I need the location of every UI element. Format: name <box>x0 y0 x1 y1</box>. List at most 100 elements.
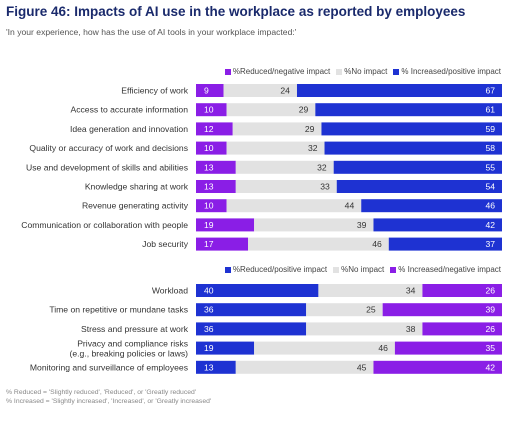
bar-segment <box>196 284 319 297</box>
category-label: Use and development of skills and abilit… <box>26 162 188 172</box>
bar-segment <box>235 160 334 174</box>
legend-item: %No impact <box>336 67 387 76</box>
bar-value-label: 13 <box>204 362 214 372</box>
category-label: Job security <box>142 239 189 249</box>
bar-value-label: 19 <box>204 220 214 230</box>
bar-value-label: 32 <box>317 162 327 172</box>
bar-segment <box>196 341 255 355</box>
bar-segment <box>382 303 502 317</box>
bar-value-label: 9 <box>204 86 209 96</box>
bar-segment <box>196 360 236 374</box>
legend-swatch <box>224 68 231 75</box>
bar-value-label: 26 <box>485 286 495 296</box>
bar-value-label: 46 <box>372 239 382 249</box>
bar-segment <box>373 218 502 232</box>
category-label: Stress and pressure at work <box>81 324 189 334</box>
bar-segment <box>333 160 502 174</box>
bar-value-label: 13 <box>204 182 214 192</box>
legend-swatch <box>393 68 400 75</box>
bar-segment <box>226 199 362 213</box>
legend-item: %Reduced/negative impact <box>224 67 331 76</box>
bar-segment <box>254 218 374 232</box>
bar-segment <box>196 141 227 155</box>
bar-segment <box>388 237 502 251</box>
category-label: Knowledge sharing at work <box>85 182 189 192</box>
bar-value-label: 42 <box>485 220 495 230</box>
bar-segment <box>196 303 307 317</box>
legend-label: % Increased/positive impact <box>401 67 501 76</box>
bar-segment <box>196 218 255 232</box>
category-label: Communication or collaboration with peop… <box>21 220 188 230</box>
bar-value-label: 44 <box>345 201 355 211</box>
bar-value-label: 29 <box>305 124 315 134</box>
bar-value-label: 58 <box>485 143 495 153</box>
bar-value-label: 25 <box>366 305 376 315</box>
bar-segment <box>196 180 236 193</box>
bar-value-label: 10 <box>204 105 214 115</box>
bar-value-label: 24 <box>280 86 290 96</box>
bar-segment <box>422 322 502 336</box>
category-label: Monitoring and surveillance of employees <box>30 362 188 372</box>
legend-label: %No impact <box>344 67 388 76</box>
bar-value-label: 61 <box>485 105 495 115</box>
legend-item: %No impact <box>333 265 384 274</box>
bar-segment <box>196 237 249 251</box>
bar-value-label: 46 <box>485 201 495 211</box>
bar-value-label: 13 <box>204 162 214 172</box>
footnote-increased: % Increased = 'Slightly increased', 'Inc… <box>6 398 212 405</box>
bar-value-label: 36 <box>204 324 214 334</box>
bar-segment <box>315 103 502 117</box>
bar-segment <box>196 322 307 336</box>
chart-title: Figure 46: Impacts of AI use in the work… <box>6 4 466 19</box>
legend-swatch <box>390 266 397 273</box>
bar-segment <box>196 103 227 117</box>
bar-segment <box>196 122 233 136</box>
bar-segment <box>196 199 227 213</box>
bar-segment <box>306 303 383 317</box>
bar-value-label: 39 <box>357 220 367 230</box>
bar-value-label: 38 <box>406 324 416 334</box>
bar-value-label: 19 <box>204 343 214 353</box>
bar-value-label: 12 <box>204 124 214 134</box>
legend-item: % Increased/positive impact <box>393 67 501 76</box>
bar-value-label: 42 <box>485 362 495 372</box>
legend-item: %Reduced/positive impact <box>224 265 327 274</box>
legend-chart-1: %Reduced/negative impact %No impact % In… <box>224 67 501 76</box>
bar-segment <box>235 180 337 193</box>
legend-swatch <box>224 266 231 273</box>
bar-value-label: 10 <box>204 201 214 211</box>
bar-segment <box>324 141 502 155</box>
chart-subtitle: 'In your experience, how has the use of … <box>6 27 297 37</box>
bar-value-label: 45 <box>357 362 367 372</box>
bar-segment <box>226 141 325 155</box>
bar-value-label: 17 <box>204 239 214 249</box>
bar-segment <box>321 122 502 136</box>
bar-value-label: 55 <box>485 162 495 172</box>
bar-segment <box>223 84 297 97</box>
bar-value-label: 10 <box>204 143 214 153</box>
bar-value-label: 67 <box>485 86 495 96</box>
bar-value-label: 54 <box>485 182 495 192</box>
legend-item: % Increased/negative impact <box>390 265 501 274</box>
bar-value-label: 59 <box>485 124 495 134</box>
bar-segment <box>248 237 389 251</box>
category-label: Quality or accuracy of work and decision… <box>29 143 188 153</box>
bar-value-label: 34 <box>406 286 416 296</box>
category-label: Revenue generating activity <box>82 201 189 211</box>
bar-value-label: 46 <box>378 343 388 353</box>
bar-segment <box>422 284 502 297</box>
bar-value-label: 36 <box>204 305 214 315</box>
bar-segment <box>226 103 316 117</box>
bar-segment <box>196 160 236 174</box>
bar-segment <box>196 84 224 97</box>
bar-value-label: 26 <box>485 324 495 334</box>
legend-label: %No impact <box>341 265 385 274</box>
category-label: Workload <box>152 286 188 296</box>
legend-label: %Reduced/negative impact <box>232 67 331 76</box>
bar-segment <box>336 180 502 193</box>
bar-segment <box>235 360 374 374</box>
category-label: Access to accurate information <box>70 105 188 115</box>
bar-segment <box>361 199 502 213</box>
bar-segment <box>373 360 502 374</box>
bar-value-label: 40 <box>204 286 214 296</box>
